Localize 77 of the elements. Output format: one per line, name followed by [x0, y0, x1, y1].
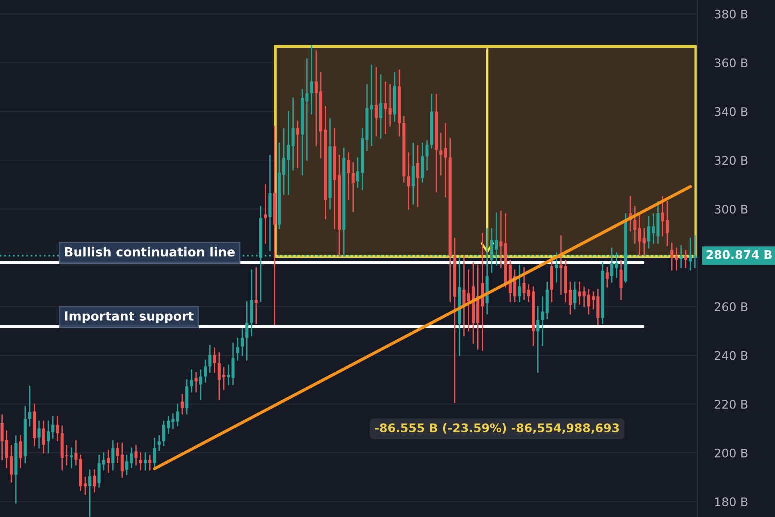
candlestick: [620, 260, 623, 300]
candlestick: [292, 98, 295, 171]
candlestick: [46, 420, 50, 454]
candlestick: [134, 445, 138, 466]
candlestick: [416, 145, 420, 208]
candlestick: [176, 404, 180, 427]
y-tick-label: 180 B: [715, 498, 748, 507]
candlestick: [647, 216, 651, 249]
y-tick-label: 240 B: [715, 351, 748, 360]
candlestick: [347, 152, 350, 200]
candlestick: [88, 470, 92, 517]
candlestick: [204, 360, 208, 384]
candlestick: [250, 270, 254, 337]
candlestick: [670, 242, 674, 271]
candlestick: [148, 454, 152, 471]
candlestick: [126, 454, 129, 476]
candlestick: [74, 440, 78, 466]
candlestick: [162, 420, 166, 446]
candlestick: [407, 152, 410, 210]
candlestick: [236, 338, 240, 362]
candlestick: [264, 184, 268, 244]
y-tick-label: 320 B: [715, 156, 748, 166]
candlestick: [194, 372, 198, 393]
y-tick-label: 260 B: [715, 302, 748, 312]
candlestick: [144, 452, 148, 471]
candlestick: [412, 142, 415, 205]
candlestick: [190, 370, 194, 393]
candlestick: [112, 440, 115, 471]
candlestick: [42, 420, 46, 454]
candlestick: [120, 442, 124, 478]
candlestick: [199, 370, 202, 400]
candlestick: [268, 154, 272, 252]
y-tick-label: 200 B: [715, 448, 748, 458]
ref-line-label: Important support: [65, 312, 194, 324]
candlestick: [186, 379, 189, 415]
candlestick: [374, 67, 378, 137]
candlestick: [107, 450, 110, 474]
candlestick: [93, 470, 96, 493]
candlestick: [70, 448, 74, 468]
candlestick: [254, 267, 258, 324]
candlestick: [684, 250, 688, 268]
candlestick: [578, 282, 582, 305]
candlestick: [153, 438, 156, 470]
candlestick: [213, 348, 216, 374]
candlestick: [19, 435, 22, 468]
ref-line-label: 280.874 B: [706, 250, 772, 260]
candlestick: [28, 386, 32, 427]
candlestick: [421, 142, 424, 184]
candlestick: [550, 260, 554, 303]
candlestick: [500, 211, 503, 268]
y-tick-label: 360 B: [715, 58, 748, 68]
candlestick: [158, 435, 161, 452]
ref-line-label: Bullish continuation line: [65, 247, 235, 257]
candlestick: [380, 74, 383, 140]
y-tick-label: 380 B: [715, 10, 748, 19]
candlestick: [352, 162, 355, 212]
y-tick-label: 220 B: [715, 400, 748, 409]
candlestick: [574, 282, 577, 310]
candlestick: [388, 84, 392, 127]
candlestick: [240, 328, 244, 356]
candlestick: [606, 267, 609, 288]
candlestick: [56, 416, 60, 442]
candlestick: [310, 45, 314, 115]
candlestick: [208, 345, 212, 374]
candlestick: [426, 140, 429, 171]
candlestick: [536, 306, 540, 374]
annotation: -86.555 B (-23.59%) -86,554,988,693: [375, 423, 620, 434]
y-tick-label: 300 B: [715, 204, 748, 214]
candlestick: [518, 264, 522, 303]
candlestick: [139, 452, 142, 471]
candlestick: [38, 420, 41, 449]
candlestick: [384, 82, 388, 134]
candlestick: [246, 301, 249, 362]
candlestick: [666, 201, 669, 246]
candlestick: [180, 394, 184, 415]
candlestick: [296, 120, 300, 168]
y-tick-label: 340 B: [715, 107, 748, 116]
